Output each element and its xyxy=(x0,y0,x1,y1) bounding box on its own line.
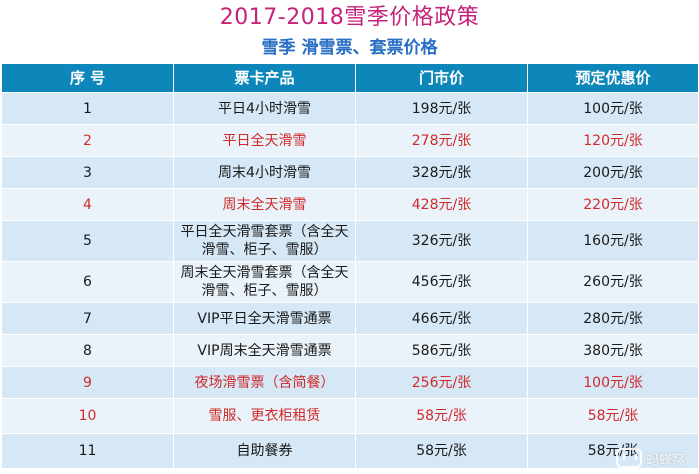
header-discount-price: 预定优惠价 xyxy=(527,63,699,93)
row-number: 9 xyxy=(1,366,174,399)
watermark-text: 蚂蜂窝 xyxy=(645,452,685,468)
row-discount-price: 100元/张 xyxy=(527,92,699,125)
row-retail-price: 256元/张 xyxy=(355,366,528,399)
row-product: 雪服、更衣柜租赁 xyxy=(173,398,356,434)
row-retail-price: 328元/张 xyxy=(355,156,528,189)
row-discount-price: 280元/张 xyxy=(527,302,699,335)
row-retail-price: 58元/张 xyxy=(355,398,528,434)
row-number: 11 xyxy=(1,433,174,469)
table-row: 3 周末4小时滑雪 328元/张 200元/张 xyxy=(1,156,699,189)
row-discount-price: 160元/张 xyxy=(527,220,699,262)
table-row: 2 平日全天滑雪 278元/张 120元/张 xyxy=(1,124,699,157)
row-retail-price: 278元/张 xyxy=(355,124,528,157)
table-row: 10 雪服、更衣柜租赁 58元/张 58元/张 xyxy=(1,398,699,434)
row-retail-price: 466元/张 xyxy=(355,302,528,335)
table-row: 5 平日全天滑雪套票（含全天滑雪、柜子、雪服） 326元/张 160元/张 xyxy=(1,220,699,262)
row-discount-price: 100元/张 xyxy=(527,366,699,399)
row-number: 2 xyxy=(1,124,174,157)
table-row: 9 夜场滑雪票（含简餐） 256元/张 100元/张 xyxy=(1,366,699,399)
watermark-logo-icon xyxy=(615,448,642,468)
table-header-row: 序 号 票卡产品 门市价 预定优惠价 xyxy=(1,63,699,93)
table-row: 8 VIP周末全天滑雪通票 586元/张 380元/张 xyxy=(1,334,699,367)
row-number: 3 xyxy=(1,156,174,189)
row-discount-price: 220元/张 xyxy=(527,188,699,221)
row-retail-price: 58元/张 xyxy=(355,433,528,469)
row-discount-price: 200元/张 xyxy=(527,156,699,189)
header-retail-price: 门市价 xyxy=(355,63,528,93)
page-subtitle: 雪季 滑雪票、套票价格 xyxy=(261,38,438,58)
row-retail-price: 456元/张 xyxy=(355,261,528,303)
row-discount-price: 58元/张 xyxy=(527,398,699,434)
row-discount-price: 260元/张 xyxy=(527,261,699,303)
row-number: 1 xyxy=(1,92,174,125)
price-table: 序 号 票卡产品 门市价 预定优惠价 1 平日4小时滑雪 198元/张 100元… xyxy=(1,63,699,469)
row-discount-price: 380元/张 xyxy=(527,334,699,367)
row-product: 夜场滑雪票（含简餐） xyxy=(173,366,356,399)
row-discount-price: 120元/张 xyxy=(527,124,699,157)
page-title: 2017-2018雪季价格政策 xyxy=(219,5,480,30)
watermark: 蚂蜂窝 xyxy=(615,448,685,468)
table-row: 4 周末全天滑雪 428元/张 220元/张 xyxy=(1,188,699,221)
header-product: 票卡产品 xyxy=(173,63,356,93)
row-product: 平日全天滑雪 xyxy=(173,124,356,157)
row-number: 7 xyxy=(1,302,174,335)
table-row: 7 VIP平日全天滑雪通票 466元/张 280元/张 xyxy=(1,302,699,335)
row-retail-price: 198元/张 xyxy=(355,92,528,125)
row-number: 10 xyxy=(1,398,174,434)
header-number: 序 号 xyxy=(1,63,174,93)
table-row: 6 周末全天滑雪套票（含全天滑雪、柜子、雪服） 456元/张 260元/张 xyxy=(1,261,699,303)
row-number: 4 xyxy=(1,188,174,221)
row-number: 8 xyxy=(1,334,174,367)
table-row: 1 平日4小时滑雪 198元/张 100元/张 xyxy=(1,92,699,125)
row-product: 周末全天滑雪 xyxy=(173,188,356,221)
row-product: 周末4小时滑雪 xyxy=(173,156,356,189)
row-product: 平日4小时滑雪 xyxy=(173,92,356,125)
row-product: 平日全天滑雪套票（含全天滑雪、柜子、雪服） xyxy=(173,220,356,262)
row-discount-price: 58元/张 xyxy=(527,433,699,469)
row-number: 5 xyxy=(1,220,174,262)
row-retail-price: 428元/张 xyxy=(355,188,528,221)
row-product: VIP平日全天滑雪通票 xyxy=(173,302,356,335)
row-product: 周末全天滑雪套票（含全天滑雪、柜子、雪服） xyxy=(173,261,356,303)
table-row: 11 自助餐券 58元/张 58元/张 xyxy=(1,433,699,469)
row-number: 6 xyxy=(1,261,174,303)
row-product: 自助餐券 xyxy=(173,433,356,469)
row-product: VIP周末全天滑雪通票 xyxy=(173,334,356,367)
row-retail-price: 326元/张 xyxy=(355,220,528,262)
row-retail-price: 586元/张 xyxy=(355,334,528,367)
